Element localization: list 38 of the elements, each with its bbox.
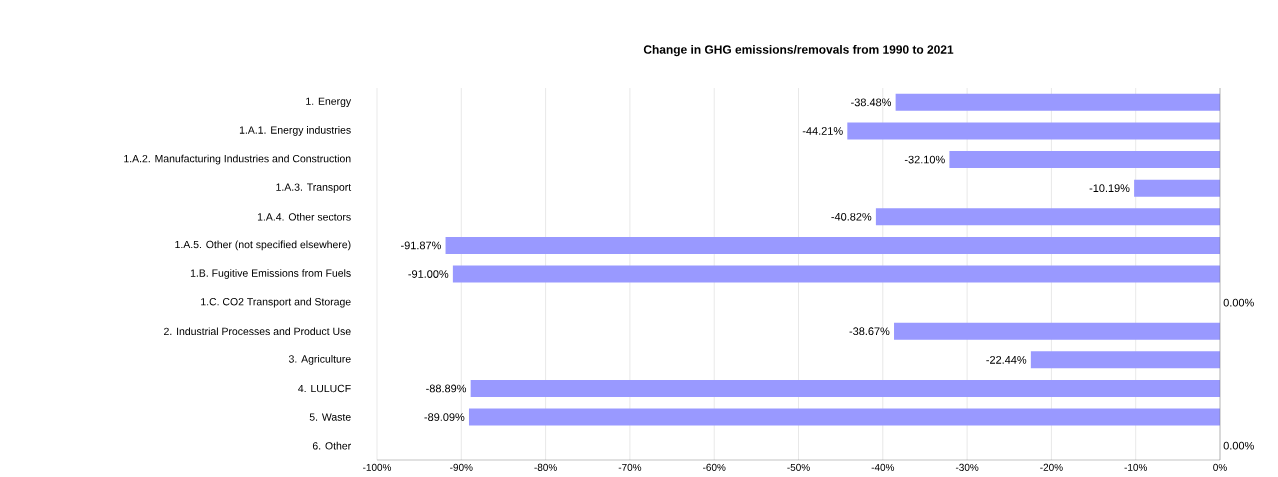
data-label: -38.48% <box>851 98 892 107</box>
data-label: -10.19% <box>1089 184 1130 193</box>
y-tick-label: 1.A.4. Other sectors <box>257 212 351 221</box>
x-tick-label: -90% <box>450 463 473 471</box>
data-label: -88.89% <box>426 384 467 393</box>
y-tick-label: 3. Agriculture <box>288 354 351 365</box>
y-tick-label: 2. Industrial Processes and Product Use <box>164 327 351 336</box>
y-tick-label: 5. Waste <box>309 413 351 421</box>
x-tick-label: -10% <box>1124 463 1147 471</box>
data-label: -89.09% <box>424 413 465 421</box>
x-tick-label: -70% <box>618 463 642 471</box>
x-tick-label: -30% <box>955 463 979 471</box>
y-tick-label: 1. Energy <box>306 97 352 107</box>
x-tick-label: -20% <box>1040 463 1063 471</box>
data-label: -40.82% <box>831 212 872 221</box>
data-label: -91.00% <box>408 270 449 278</box>
y-tick-label: 1.A.2. Manufacturing Industries and Construction <box>124 154 351 165</box>
data-label: 0.00% <box>1223 441 1254 450</box>
y-tick-label: 6. Other <box>312 441 351 450</box>
data-label: -91.87% <box>401 241 441 250</box>
data-label: -44.21% <box>802 127 843 135</box>
x-tick-label: 0% <box>1213 463 1227 471</box>
x-tick-label: -40% <box>871 463 895 471</box>
y-tick-label: 4. LULUCF <box>298 384 351 393</box>
x-tick-label: -80% <box>534 463 557 471</box>
x-tick-label: -100% <box>363 463 392 471</box>
chart-title: Change in GHG emissions/removals from 1990 to 2021 <box>643 44 954 57</box>
y-tick-label: 1.A.5. Other (not specified elsewhere) <box>175 240 351 251</box>
y-tick-label: 1.C. CO2 Transport and Storage <box>201 297 351 308</box>
x-tick-label: -50% <box>787 463 810 471</box>
x-tick-label: -60% <box>703 463 726 471</box>
data-label: 0.00% <box>1223 298 1254 307</box>
y-tick-label: 1.B. Fugitive Emissions from Fuels <box>190 269 351 279</box>
y-tick-label: 1.A.3. Transport <box>276 183 352 193</box>
data-label: -38.67% <box>849 327 890 336</box>
data-label: -32.10% <box>904 155 945 164</box>
y-tick-label: 1.A.1. Energy industries <box>239 126 351 136</box>
data-label: -22.44% <box>986 356 1027 364</box>
